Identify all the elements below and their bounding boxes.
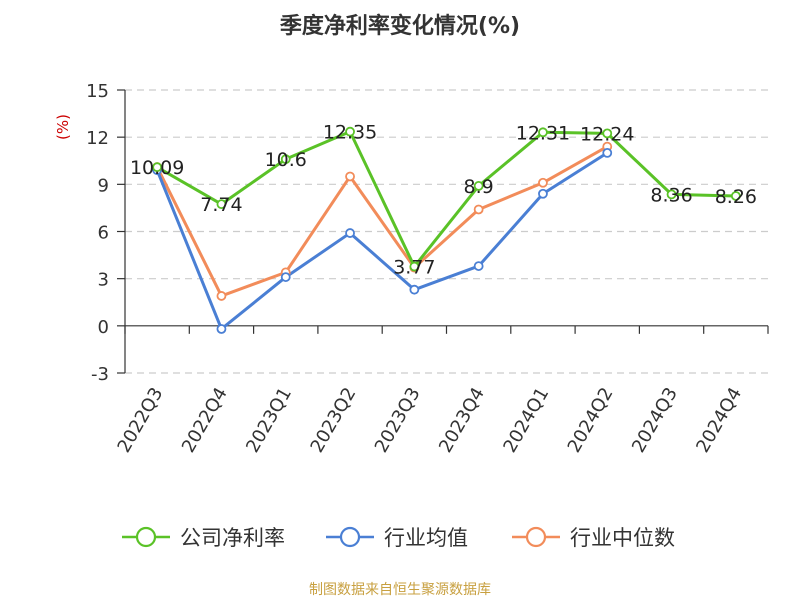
data-label: 8.36 — [650, 184, 692, 206]
legend: 公司净利率 行业均值 行业中位数 — [122, 526, 675, 550]
data-point — [345, 228, 355, 238]
y-tick-label: 12 — [86, 128, 109, 149]
y-tick-label: 15 — [86, 81, 109, 102]
data-point — [473, 261, 484, 271]
x-tick-label: 2024Q1 — [499, 384, 553, 456]
x-tick-label: 2023Q4 — [435, 384, 489, 456]
data-point — [152, 162, 163, 173]
data-label: 12.24 — [580, 123, 634, 145]
legend-label: 行业中位数 — [570, 526, 675, 550]
x-tick-label: 2023Q1 — [242, 384, 296, 456]
series-line — [155, 151, 609, 331]
x-tick-label: 2022Q3 — [114, 384, 168, 456]
series-line — [156, 130, 736, 269]
y-axis-label: (%) — [54, 114, 72, 140]
data-point — [666, 189, 677, 200]
x-tick-label: 2024Q4 — [692, 384, 746, 456]
data-point — [345, 171, 355, 182]
data-point — [473, 204, 484, 215]
data-point — [216, 199, 227, 210]
data-point — [409, 261, 420, 272]
legend-marker — [135, 526, 157, 548]
data-point — [280, 154, 291, 165]
x-ticks: 2022Q3 2022Q4 2023Q1 2023Q2 2023Q3 2023Q4 2024… — [114, 384, 747, 456]
x-tick-label: 2022Q4 — [178, 384, 232, 456]
data-point — [538, 177, 548, 188]
data-point — [280, 272, 291, 282]
data-label: 7.74 — [200, 194, 242, 216]
y-tick-label: 6 — [98, 223, 109, 244]
data-label: 12.31 — [516, 122, 570, 144]
data-label: 8.9 — [464, 176, 494, 198]
series-lines — [155, 130, 736, 331]
data-labels: 10.09 7.74 10.6 12.35 3.77 8.9 12.31 12.24 8.36 8… — [130, 122, 757, 279]
data-label: 12.35 — [323, 122, 377, 144]
y-tick-label: 3 — [98, 270, 109, 291]
legend-marker — [339, 526, 361, 548]
data-label: 8.26 — [715, 186, 757, 208]
data-point — [602, 147, 613, 158]
series-line — [155, 145, 608, 298]
data-point — [216, 324, 227, 334]
data-label: 10.09 — [130, 157, 184, 179]
x-tick-label: 2024Q3 — [628, 384, 682, 456]
data-point — [730, 191, 741, 201]
source-note: 制图数据来自恒生聚源数据库 — [309, 582, 491, 598]
data-point — [538, 188, 548, 199]
data-point — [345, 126, 355, 137]
y-tick-label: 0 — [98, 317, 109, 338]
y-tick-label: -3 — [91, 364, 109, 385]
data-point — [409, 284, 420, 295]
y-ticks: -3 0 3 6 9 12 15 — [86, 81, 109, 385]
y-tick-label: 9 — [98, 175, 109, 196]
x-tick-label: 2023Q3 — [371, 384, 425, 456]
legend-label: 公司净利率 — [180, 526, 285, 550]
data-point — [538, 127, 548, 138]
data-label: 10.6 — [265, 149, 307, 171]
data-label: 3.77 — [393, 257, 435, 279]
legend-label: 行业均值 — [384, 526, 468, 550]
chart-title: 季度净利率变化情况(%) — [280, 13, 520, 39]
data-point — [473, 181, 484, 191]
data-point — [216, 291, 227, 301]
x-tick-label: 2024Q2 — [564, 384, 618, 456]
legend-marker — [525, 526, 547, 548]
data-point — [602, 128, 613, 139]
series-points — [152, 126, 741, 334]
axes — [117, 89, 769, 374]
x-tick-label: 2023Q2 — [306, 384, 360, 456]
